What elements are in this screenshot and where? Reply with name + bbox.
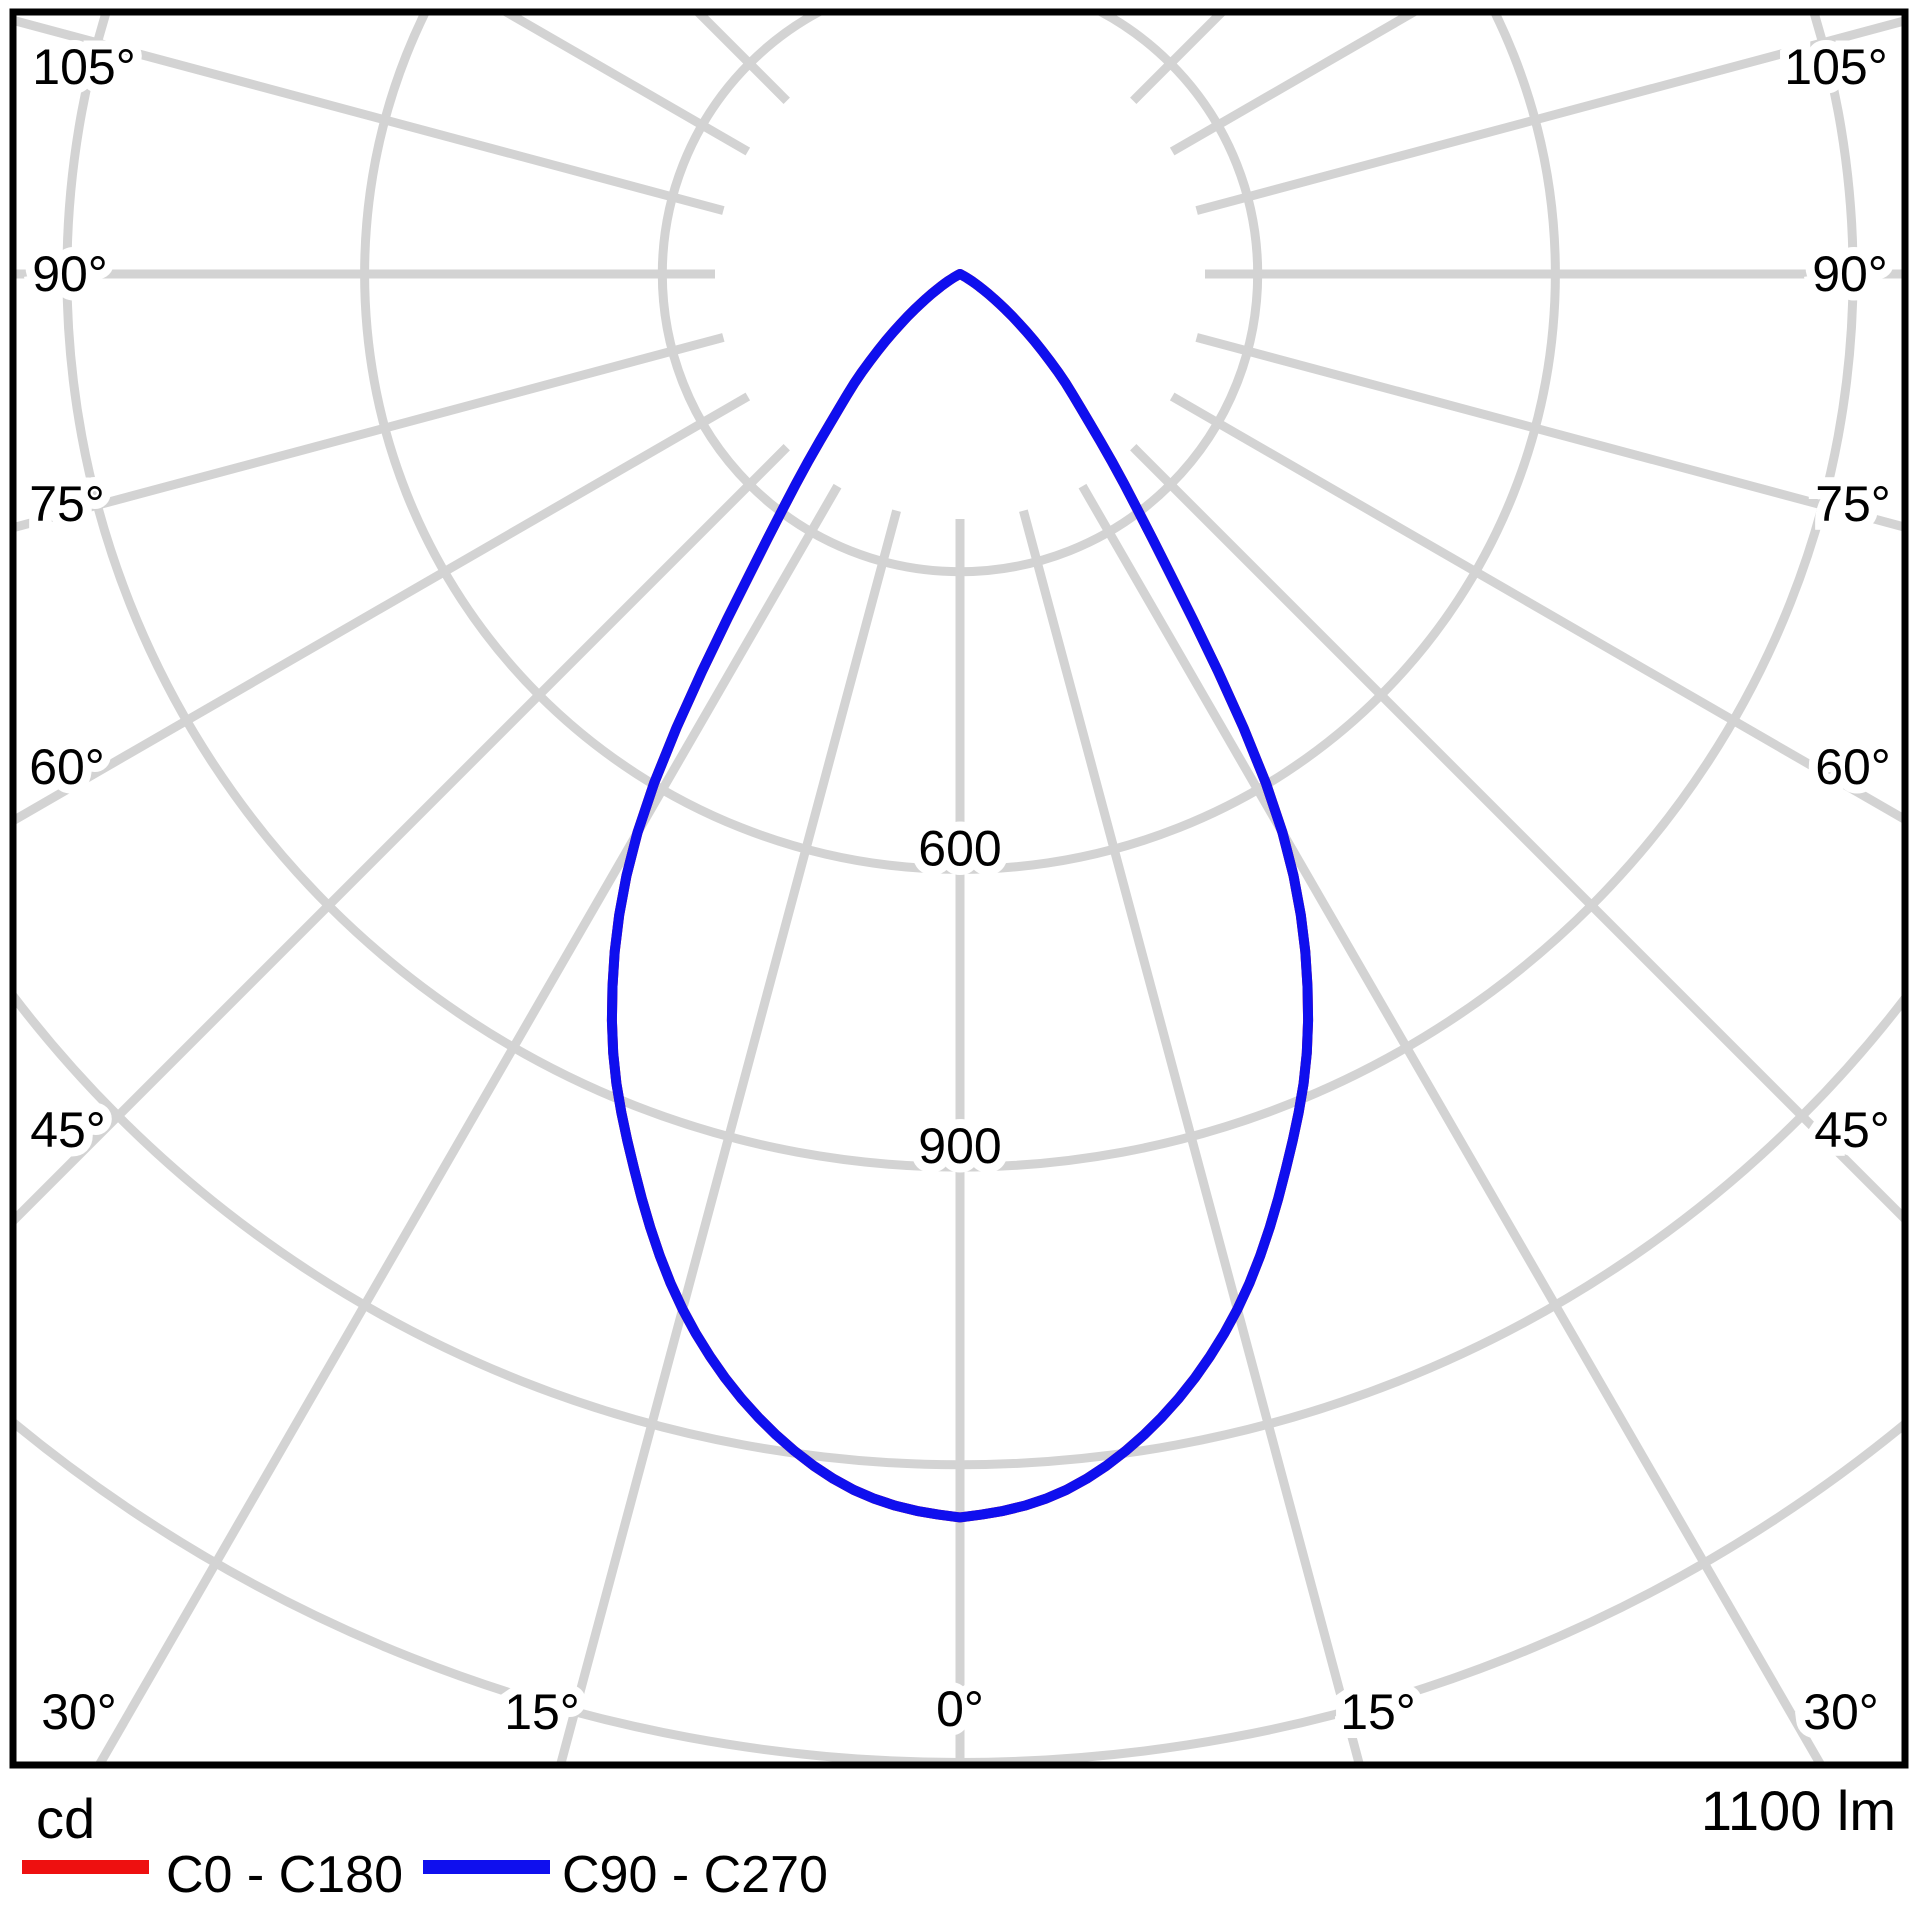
angle-label-left-75deg: 75° [29, 476, 105, 532]
angle-label-right-105deg: 105° [1784, 39, 1887, 95]
units-label: cd [36, 1787, 95, 1850]
angle-label-left-60deg: 60° [29, 739, 105, 795]
angle-label-right-15deg: 15° [1340, 1684, 1416, 1740]
angle-label-right-75deg: 75° [1815, 476, 1891, 532]
legend-label-c0-c180: C0 - C180 [166, 1846, 403, 1904]
grid-ray-right-60deg [1169, 392, 1902, 824]
grid-ray-left-105deg [16, 16, 725, 215]
angle-label-right-45deg: 45° [1814, 1102, 1890, 1158]
grid-ray-right-75deg [1195, 333, 1902, 532]
legend-line-c0-c180 [22, 1860, 149, 1874]
legend: C0 - C180 C90 - C270 [22, 1846, 828, 1904]
grid-ray-left-45deg [16, 444, 790, 1225]
radial-label-900cd: 900 [918, 1118, 1001, 1174]
angle-label-left-30deg: 30° [41, 1684, 117, 1740]
angle-label-right-90deg: 90° [1812, 246, 1888, 302]
angle-label-left-15deg: 15° [504, 1684, 580, 1740]
intensity-curves [606, 269, 1314, 1523]
grid-ray-left-75deg [16, 333, 725, 532]
flux-label: 1100 lm [1701, 1779, 1896, 1842]
angle-label-left-45deg: 45° [30, 1102, 106, 1158]
grid-ray-left-15deg [556, 509, 901, 1762]
radial-label-600cd: 600 [918, 820, 1001, 876]
grid-ray-right-105deg [1195, 16, 1902, 215]
legend-label-c90-c270: C90 - C270 [562, 1846, 828, 1904]
angle-label-right-60deg: 60° [1815, 739, 1891, 795]
angle-label-left-90deg: 90° [32, 246, 108, 302]
angle-label-right-30deg: 30° [1803, 1684, 1879, 1740]
axis-labels: 0° 15° 15° 30° 30° 45° 45° 60° 60° 75° 75° 90° 90° 10… [20, 30, 1900, 1749]
grid-ray-right-45deg [1130, 444, 1902, 1223]
grid-ray-left-60deg [16, 392, 751, 825]
legend-line-c90-c270 [423, 1860, 550, 1874]
angle-label-0deg: 0° [936, 1681, 984, 1737]
angle-label-left-105deg: 105° [32, 39, 135, 95]
plot-border [9, 8, 1909, 1769]
curve-c90-c270 [606, 269, 1314, 1523]
grid-ray-right-15deg [1019, 509, 1364, 1762]
